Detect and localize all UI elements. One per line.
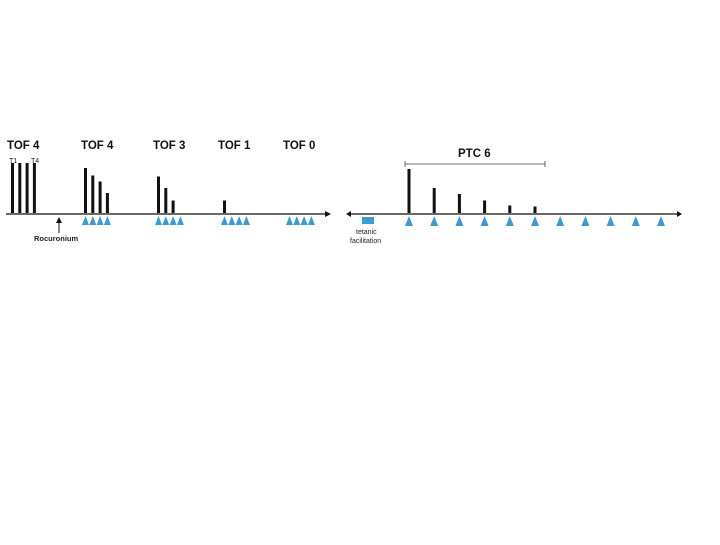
ptc-twitch-bar-4 xyxy=(483,200,487,213)
tof3-stimulus-3 xyxy=(169,216,177,225)
ptc-stimulus-1 xyxy=(405,216,413,226)
tof3-twitch-bar-2 xyxy=(164,188,168,213)
rocuronium-arrow-head xyxy=(56,217,62,223)
tof1-twitch-bar-1 xyxy=(11,163,14,213)
ptc-twitch-bar-3 xyxy=(457,194,461,213)
tof3-stimulus-4 xyxy=(176,216,184,225)
t1-label: T1 xyxy=(9,158,17,165)
tof5-stimulus-4 xyxy=(307,216,315,225)
tetanic-label: tetanic xyxy=(356,229,377,236)
twitch-and-stimulus-marks xyxy=(11,163,665,226)
ptc-stimulus-9 xyxy=(606,216,615,226)
tof-title-1: TOF 4 xyxy=(7,140,40,152)
ptc-twitch-bar-5 xyxy=(508,205,512,213)
tof3-stimulus-2 xyxy=(162,216,170,225)
ptc-stimulus-6 xyxy=(531,216,539,226)
ptc-stimulus-7 xyxy=(556,216,565,226)
tof-title-5: TOF 0 xyxy=(283,140,315,152)
ptc-stimulus-10 xyxy=(631,216,640,226)
ptc-title: PTC 6 xyxy=(458,148,491,160)
tof2-stimulus-2 xyxy=(89,216,97,225)
tof-title-4: TOF 1 xyxy=(218,140,251,152)
tof3-twitch-bar-1 xyxy=(157,176,160,213)
tof2-stimulus-3 xyxy=(96,216,104,225)
tof1-twitch-bar-3 xyxy=(25,163,29,213)
tof2-stimulus-4 xyxy=(103,216,111,225)
tof-title-3: TOF 3 xyxy=(153,140,185,152)
left-baseline-arrowhead xyxy=(325,211,331,217)
tof1-twitch-bar-4 xyxy=(32,163,36,213)
tof5-stimulus-3 xyxy=(300,216,308,225)
tof3-stimulus-1 xyxy=(155,216,162,225)
right-baseline-arrowhead-right xyxy=(677,211,682,217)
ptc-stimulus-2 xyxy=(430,216,439,226)
ptc-twitch-bar-2 xyxy=(432,188,436,213)
ptc-stimulus-8 xyxy=(581,216,590,226)
t4-label: T4 xyxy=(31,158,39,165)
tof5-stimulus-2 xyxy=(293,216,301,225)
tof2-twitch-bar-1 xyxy=(84,168,87,213)
ptc-stimulus-5 xyxy=(505,216,514,226)
right-baseline-arrowhead-left xyxy=(346,211,351,217)
tof2-stimulus-1 xyxy=(82,216,89,225)
ptc-stimulus-3 xyxy=(455,216,464,226)
tof2-twitch-bar-4 xyxy=(105,193,109,213)
tof4-stimulus-3 xyxy=(235,216,243,225)
tof4-twitch-bar-1 xyxy=(223,200,226,213)
tof2-twitch-bar-3 xyxy=(98,181,102,213)
tof1-twitch-bar-2 xyxy=(18,163,22,213)
ptc-twitch-bar-1 xyxy=(407,169,411,213)
tof4-stimulus-4 xyxy=(242,216,250,225)
tof4-stimulus-1 xyxy=(221,216,228,225)
tof3-twitch-bar-3 xyxy=(171,200,175,213)
facilitation-label: facilitation xyxy=(350,238,381,245)
ptc-twitch-bar-6 xyxy=(533,206,537,213)
rocuronium-label: Rocuronium xyxy=(34,234,78,243)
tof5-stimulus-1 xyxy=(286,216,293,225)
tof4-stimulus-2 xyxy=(228,216,236,225)
ptc-stimulus-11 xyxy=(657,216,665,226)
tof-title-2: TOF 4 xyxy=(81,140,114,152)
tof2-twitch-bar-2 xyxy=(91,175,95,213)
tetanic-stimulus-block xyxy=(362,217,374,224)
ptc-stimulus-4 xyxy=(480,216,489,226)
